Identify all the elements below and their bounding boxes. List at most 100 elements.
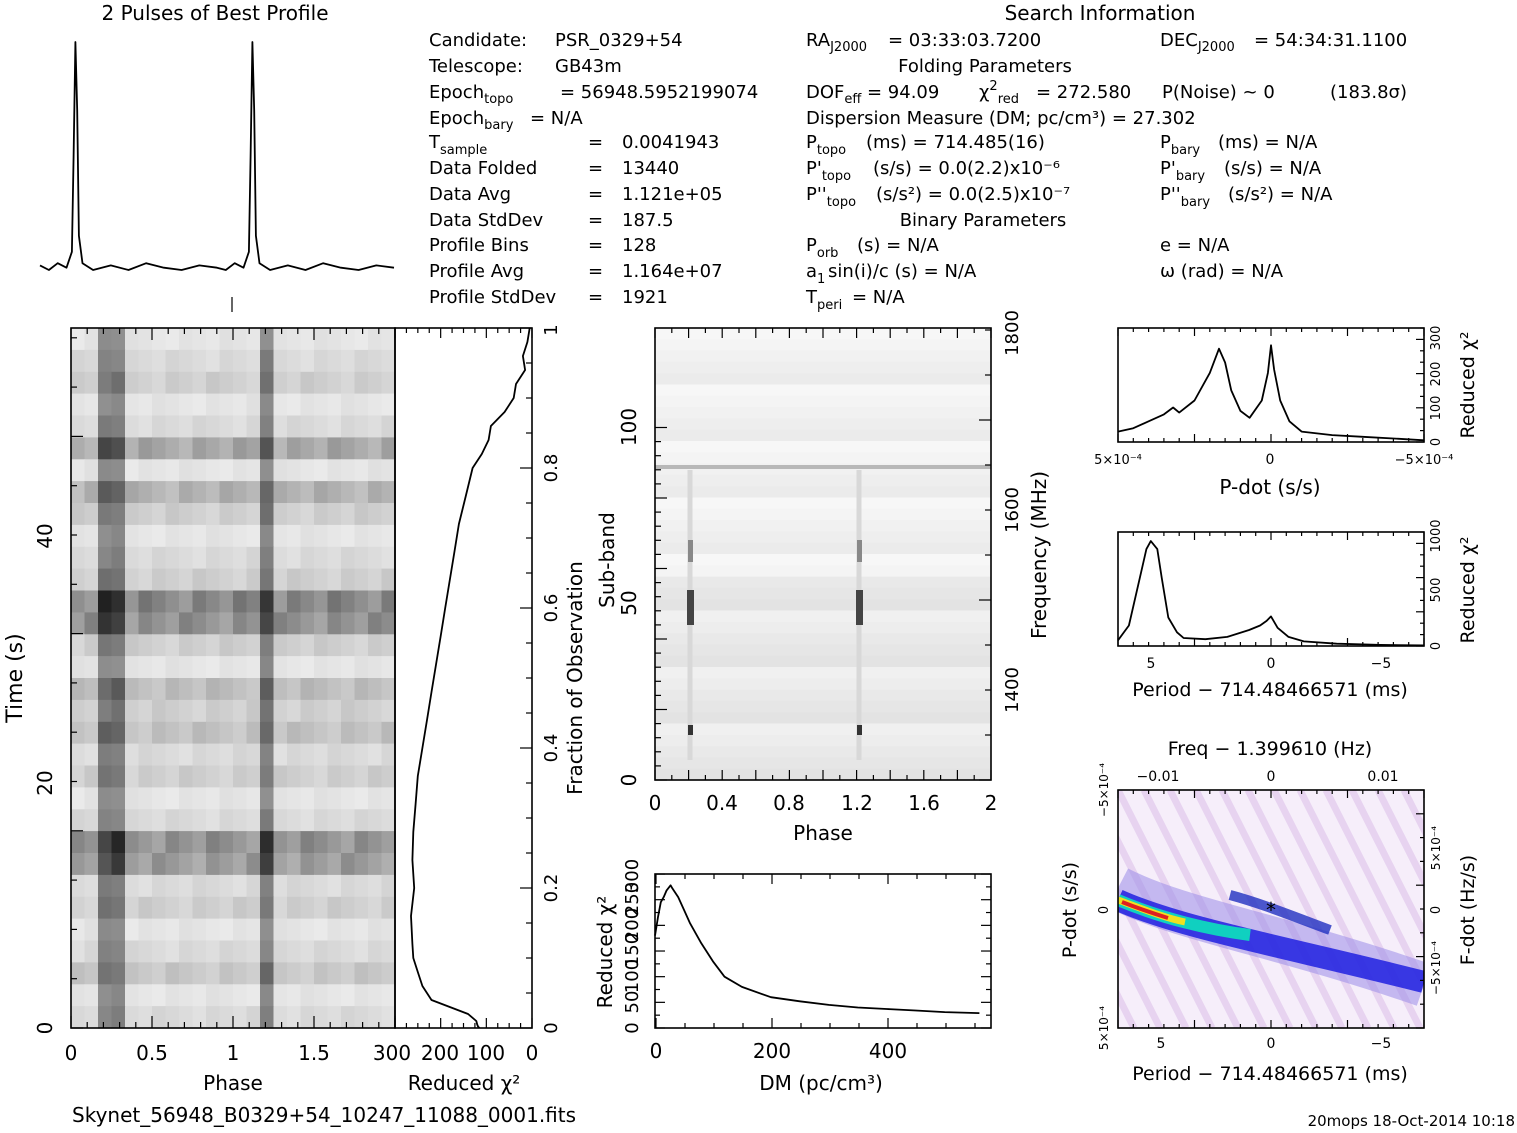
time-phase-cell [287, 853, 302, 876]
time-phase-cell [219, 896, 234, 920]
cf-xtitle: Reduced χ² [408, 1071, 521, 1095]
subband-row [655, 689, 991, 702]
frac-ylabel-1: 0.2 [541, 874, 562, 903]
time-phase-cell [71, 678, 86, 701]
time-phase-cell [111, 524, 126, 548]
profile-title: 2 Pulses of Best Profile [102, 1, 329, 25]
time-phase-cell [300, 831, 315, 854]
time-phase-cell [368, 699, 383, 723]
time-phase-cell [260, 481, 275, 504]
time-phase-cell [260, 874, 275, 898]
time-phase-cell [125, 809, 140, 832]
time-phase-cell [206, 787, 221, 810]
subband-row [655, 576, 991, 589]
time-phase-cell [138, 765, 153, 788]
time-phase-cell [71, 940, 86, 963]
time-phase-cell [381, 459, 396, 482]
time-phase-cell [152, 853, 167, 876]
freq-ylabel-2: 1800 [1002, 310, 1023, 356]
time-phase-cell [206, 415, 221, 438]
info-mid: RAJ2000 = 03:33:03.7200 Folding Paramete… [805, 30, 1407, 313]
time-phase-cell [179, 896, 194, 920]
time-phase-cell [273, 568, 288, 592]
time-phase-cell [84, 393, 99, 417]
pbary-label: Pbary [1160, 132, 1200, 158]
time-phase-cell [206, 634, 221, 657]
time-phase-cell [246, 1006, 261, 1029]
time-phase-cell [138, 393, 153, 417]
time-phase-cell [368, 656, 383, 679]
time-phase-cell [165, 524, 180, 548]
time-phase-cell [233, 634, 248, 657]
time-phase-cell [98, 590, 113, 613]
time-phase-cell [287, 1006, 302, 1029]
time-phase-cell [206, 853, 221, 876]
ppdot-xlabel-2: −5 [1371, 1036, 1392, 1052]
time-phase-cell [273, 546, 288, 570]
pdbary-value: (s/s) = N/A [1224, 158, 1322, 179]
time-phase-cell [314, 743, 329, 767]
time-phase-cell [165, 831, 180, 854]
avg-value: 1.121e+05 [622, 184, 723, 205]
omega-value: ω (rad) = N/A [1160, 261, 1284, 282]
time-phase-cell [179, 393, 194, 417]
time-phase-cell [138, 459, 153, 482]
time-phase-cell [300, 678, 315, 701]
time-phase-cell [152, 896, 167, 920]
time-phase-cell [260, 328, 275, 351]
time-phase-cell [179, 612, 194, 635]
time-phase-cell [314, 699, 329, 723]
period-ytitle: Reduced χ² [1457, 537, 1479, 644]
time-phase-cell [273, 940, 288, 963]
time-phase-cell [152, 1006, 167, 1029]
epoch-topo-value: = 56948.5952199074 [560, 82, 758, 103]
time-phase-cell [381, 699, 396, 723]
folded-eq: = [588, 158, 603, 179]
time-phase-cell [341, 787, 356, 810]
time-phase-cell [71, 349, 86, 373]
time-phase-plot: 0 0.5 1 1.5 0 20 40 Time (s) Phase [3, 327, 396, 1095]
dm-ylabel-1: 50 [622, 991, 643, 1014]
time-phase-cell [179, 721, 194, 745]
time-phase-cell [179, 568, 194, 592]
time-phase-cell [381, 568, 396, 592]
time-phase-cell [354, 962, 369, 985]
time-phase-cell [287, 568, 302, 592]
time-phase-cell [138, 503, 153, 526]
tperi-value: = N/A [852, 287, 905, 308]
period-ylabel-1: 500 [1429, 578, 1444, 603]
time-phase-cell [152, 634, 167, 657]
time-phase-cell [354, 634, 369, 657]
time-phase-cell [84, 437, 99, 460]
time-phase-cell [273, 918, 288, 942]
time-phase-cell [273, 765, 288, 788]
time-phase-cell [300, 349, 315, 373]
time-phase-cell [206, 612, 221, 635]
time-phase-cell [138, 437, 153, 460]
time-phase-cell [381, 874, 396, 898]
time-phase-cell [111, 656, 126, 679]
sb-phase-title: Phase [793, 821, 853, 845]
info-right: DECJ2000 = 54:34:31.1100 Pbary (ms) = N/… [1160, 30, 1407, 282]
time-phase-cell [273, 328, 288, 351]
period-chi2-ticks [1117, 531, 1425, 647]
time-phase-cell [260, 678, 275, 701]
subband-pulse-low [857, 725, 862, 735]
time-phase-cell [98, 962, 113, 985]
time-phase-cell [260, 459, 275, 482]
ppdot-streak [1348, 790, 1424, 941]
time-phase-cell [341, 349, 356, 373]
time-phase-cell [327, 809, 342, 832]
pdot-ylabel-0: 0 [1429, 438, 1444, 446]
time-phase-cell [314, 918, 329, 942]
time-phase-cell [327, 743, 342, 767]
time-phase-cell [192, 765, 207, 788]
time-phase-cell [246, 896, 261, 920]
time-phase-cell [260, 590, 275, 613]
time-phase-cell [111, 612, 126, 635]
time-phase-cell [71, 896, 86, 920]
time-phase-cell [98, 787, 113, 810]
time-phase-cell [246, 459, 261, 482]
time-phase-cell [354, 415, 369, 438]
time-phase-cell [179, 503, 194, 526]
